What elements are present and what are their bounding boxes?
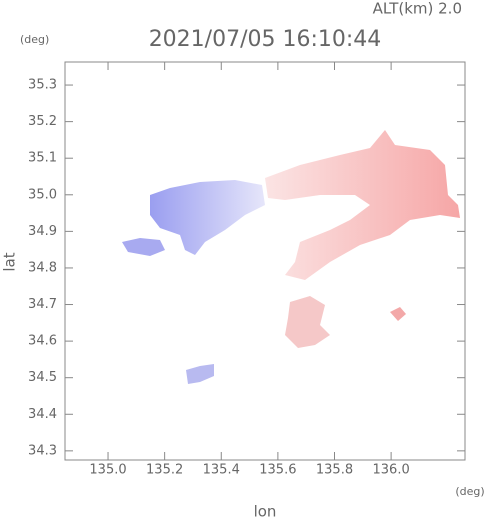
- y-tick-label: 34.3: [28, 443, 57, 458]
- y-tick-label: 35.1: [28, 151, 57, 166]
- echo-area: [150, 180, 265, 255]
- plot-frame: [64, 61, 466, 461]
- y-tick-label: 34.7: [28, 297, 57, 312]
- y-tick-label: 35.2: [28, 114, 57, 129]
- y-tick-label: 34.5: [28, 370, 57, 385]
- y-tick-label: 34.9: [28, 224, 57, 239]
- y-tick-label: 34.4: [28, 407, 57, 422]
- x-label: lon: [254, 503, 277, 521]
- echo-area: [186, 364, 214, 384]
- x-tick-label: 136.0: [373, 463, 410, 478]
- echo-area: [285, 296, 330, 348]
- echo-area: [390, 307, 406, 321]
- y-tick-label: 34.8: [28, 260, 57, 275]
- x-tick-label: 135.8: [316, 463, 353, 478]
- y-unit: (deg): [20, 33, 49, 46]
- y-tick-label: 35.0: [28, 187, 57, 202]
- x-tick-label: 135.0: [89, 463, 126, 478]
- chart-title: 2021/07/05 16:10:44: [149, 27, 382, 52]
- y-tick-label: 35.3: [28, 78, 57, 93]
- y-label: lat: [1, 252, 19, 271]
- x-unit: (deg): [455, 485, 484, 498]
- x-tick-label: 135.4: [203, 463, 240, 478]
- x-tick-label: 135.6: [259, 463, 296, 478]
- y-tick-label: 34.6: [28, 334, 57, 349]
- subtitle: ALT(km) 2.0: [373, 0, 462, 18]
- x-tick-label: 135.2: [146, 463, 183, 478]
- echo-area: [265, 130, 460, 280]
- echo-area: [122, 238, 165, 256]
- echo-areas: [122, 130, 460, 384]
